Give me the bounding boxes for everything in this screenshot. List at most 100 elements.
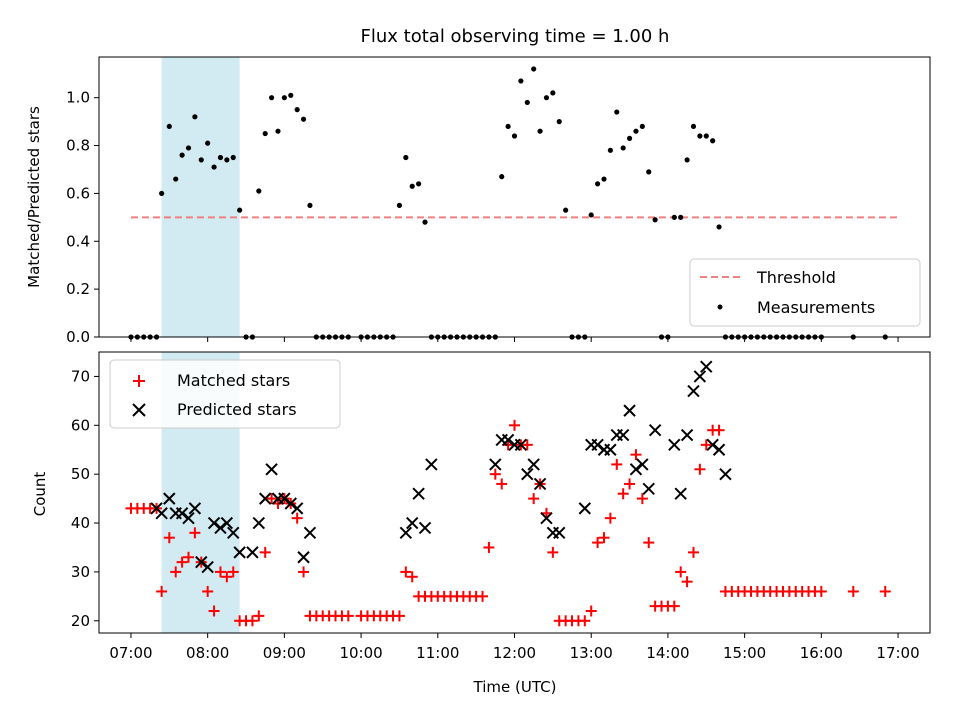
measurement-point xyxy=(799,334,805,340)
measurement-point xyxy=(550,90,556,96)
measurement-point xyxy=(671,214,677,220)
predicted-star-point xyxy=(412,487,425,500)
measurement-point xyxy=(805,334,812,340)
measurement-point xyxy=(569,334,575,340)
legend-measurements-swatch xyxy=(717,304,723,310)
predicted-marker-b xyxy=(668,438,681,452)
matched-star-point xyxy=(489,468,501,480)
predicted-star-point xyxy=(399,526,413,540)
predicted-marker-b xyxy=(214,521,227,535)
matched-star-point xyxy=(617,488,629,500)
bottom-x-tick-label: 12:00 xyxy=(493,644,536,662)
predicted-star-point xyxy=(155,507,168,520)
predicted-star-point xyxy=(246,546,259,559)
predicted-marker-b xyxy=(246,546,259,559)
matched-star-point xyxy=(227,566,239,578)
bottom-x-tick-label: 16:00 xyxy=(800,644,843,662)
measurement-point xyxy=(435,334,441,340)
measurement-point xyxy=(761,334,767,340)
predicted-marker-b xyxy=(712,443,726,456)
predicted-star-point xyxy=(629,463,643,476)
bottom-x-tick-label: 14:00 xyxy=(646,644,689,662)
measurement-point xyxy=(416,181,422,187)
measurement-point xyxy=(690,123,697,130)
measurement-point xyxy=(134,334,140,340)
measurement-point xyxy=(217,154,224,161)
matched-star-point xyxy=(176,556,188,568)
predicted-star-point xyxy=(214,521,227,535)
measurement-point xyxy=(812,334,818,340)
measurement-point xyxy=(294,107,300,113)
matched-star-point xyxy=(483,541,495,553)
measurement-point xyxy=(358,334,364,340)
predicted-star-point xyxy=(233,546,246,559)
matched-star-point xyxy=(246,615,258,627)
predicted-star-point xyxy=(297,551,310,564)
matched-star-point xyxy=(700,439,712,451)
measurement-point xyxy=(652,217,658,223)
predicted-marker-b xyxy=(290,502,304,515)
measurement-point xyxy=(185,145,192,151)
measurement-point xyxy=(614,109,620,115)
measurement-point xyxy=(524,99,530,106)
predicted-marker-b xyxy=(719,467,732,481)
measurement-point xyxy=(563,207,569,213)
matched-star-point xyxy=(592,537,604,549)
predicted-marker-b xyxy=(175,507,189,520)
predicted-marker-b xyxy=(501,433,515,447)
legend-predicted-swatch xyxy=(132,403,146,417)
measurement-point xyxy=(396,202,403,208)
matched-star-point xyxy=(400,566,412,578)
measurement-point xyxy=(818,334,824,340)
measurement-point xyxy=(409,183,415,189)
top-legend: Threshold Measurements xyxy=(689,258,921,327)
measurement-point xyxy=(595,181,601,187)
predicted-marker-b xyxy=(674,487,687,500)
matched-star-point xyxy=(847,585,859,597)
bottom-x-tick-label: 11:00 xyxy=(416,644,459,662)
matched-star-point xyxy=(208,605,220,617)
bottom-x-tick-label: 15:00 xyxy=(723,644,766,662)
predicted-marker-b xyxy=(303,526,317,540)
top-y-tick-label: 0.6 xyxy=(66,184,90,202)
predicted-marker-b xyxy=(297,551,310,564)
matched-star-point xyxy=(291,512,303,524)
top-y-tick-label: 0.0 xyxy=(66,328,90,346)
matched-star-point xyxy=(611,458,623,470)
predicted-marker-b xyxy=(418,521,432,535)
matched-star-point xyxy=(509,419,520,431)
matched-star-point xyxy=(189,527,201,539)
measurement-point xyxy=(748,334,754,340)
measurement-point xyxy=(665,334,671,340)
measurement-point xyxy=(633,128,639,134)
measurement-point xyxy=(767,334,773,340)
predicted-marker-b xyxy=(514,438,528,452)
predicted-star-point xyxy=(540,511,553,525)
predicted-star-point xyxy=(553,526,566,540)
predicted-star-point xyxy=(712,443,726,456)
measurement-point xyxy=(780,334,786,340)
predicted-star-point xyxy=(687,384,700,398)
bottom-y-tick-label: 40 xyxy=(71,514,90,532)
predicted-star-point xyxy=(195,555,208,569)
predicted-star-point xyxy=(693,370,707,383)
matched-star-point xyxy=(298,566,310,578)
bottom-y-tick-label: 30 xyxy=(71,563,90,581)
measurement-point xyxy=(473,334,479,340)
top-panel: 0.0 0.2 0.4 0.6 0.8 1.0 xyxy=(66,56,931,346)
measurement-point xyxy=(441,334,447,340)
measurement-point xyxy=(300,116,307,122)
predicted-marker-b xyxy=(700,360,713,373)
measurement-point xyxy=(403,154,409,161)
predicted-marker-b xyxy=(163,492,176,505)
predicted-marker-b xyxy=(648,423,662,437)
measurement-point xyxy=(601,176,607,182)
bottom-y-tick-label: 60 xyxy=(71,416,90,434)
predicted-marker-b xyxy=(284,497,297,510)
predicted-marker-b xyxy=(553,526,566,540)
matched-star-point xyxy=(694,463,706,475)
matched-star-point xyxy=(342,610,354,622)
legend-threshold-label: Threshold xyxy=(756,268,836,287)
measurement-point xyxy=(313,334,319,340)
measurement-point xyxy=(582,334,588,340)
